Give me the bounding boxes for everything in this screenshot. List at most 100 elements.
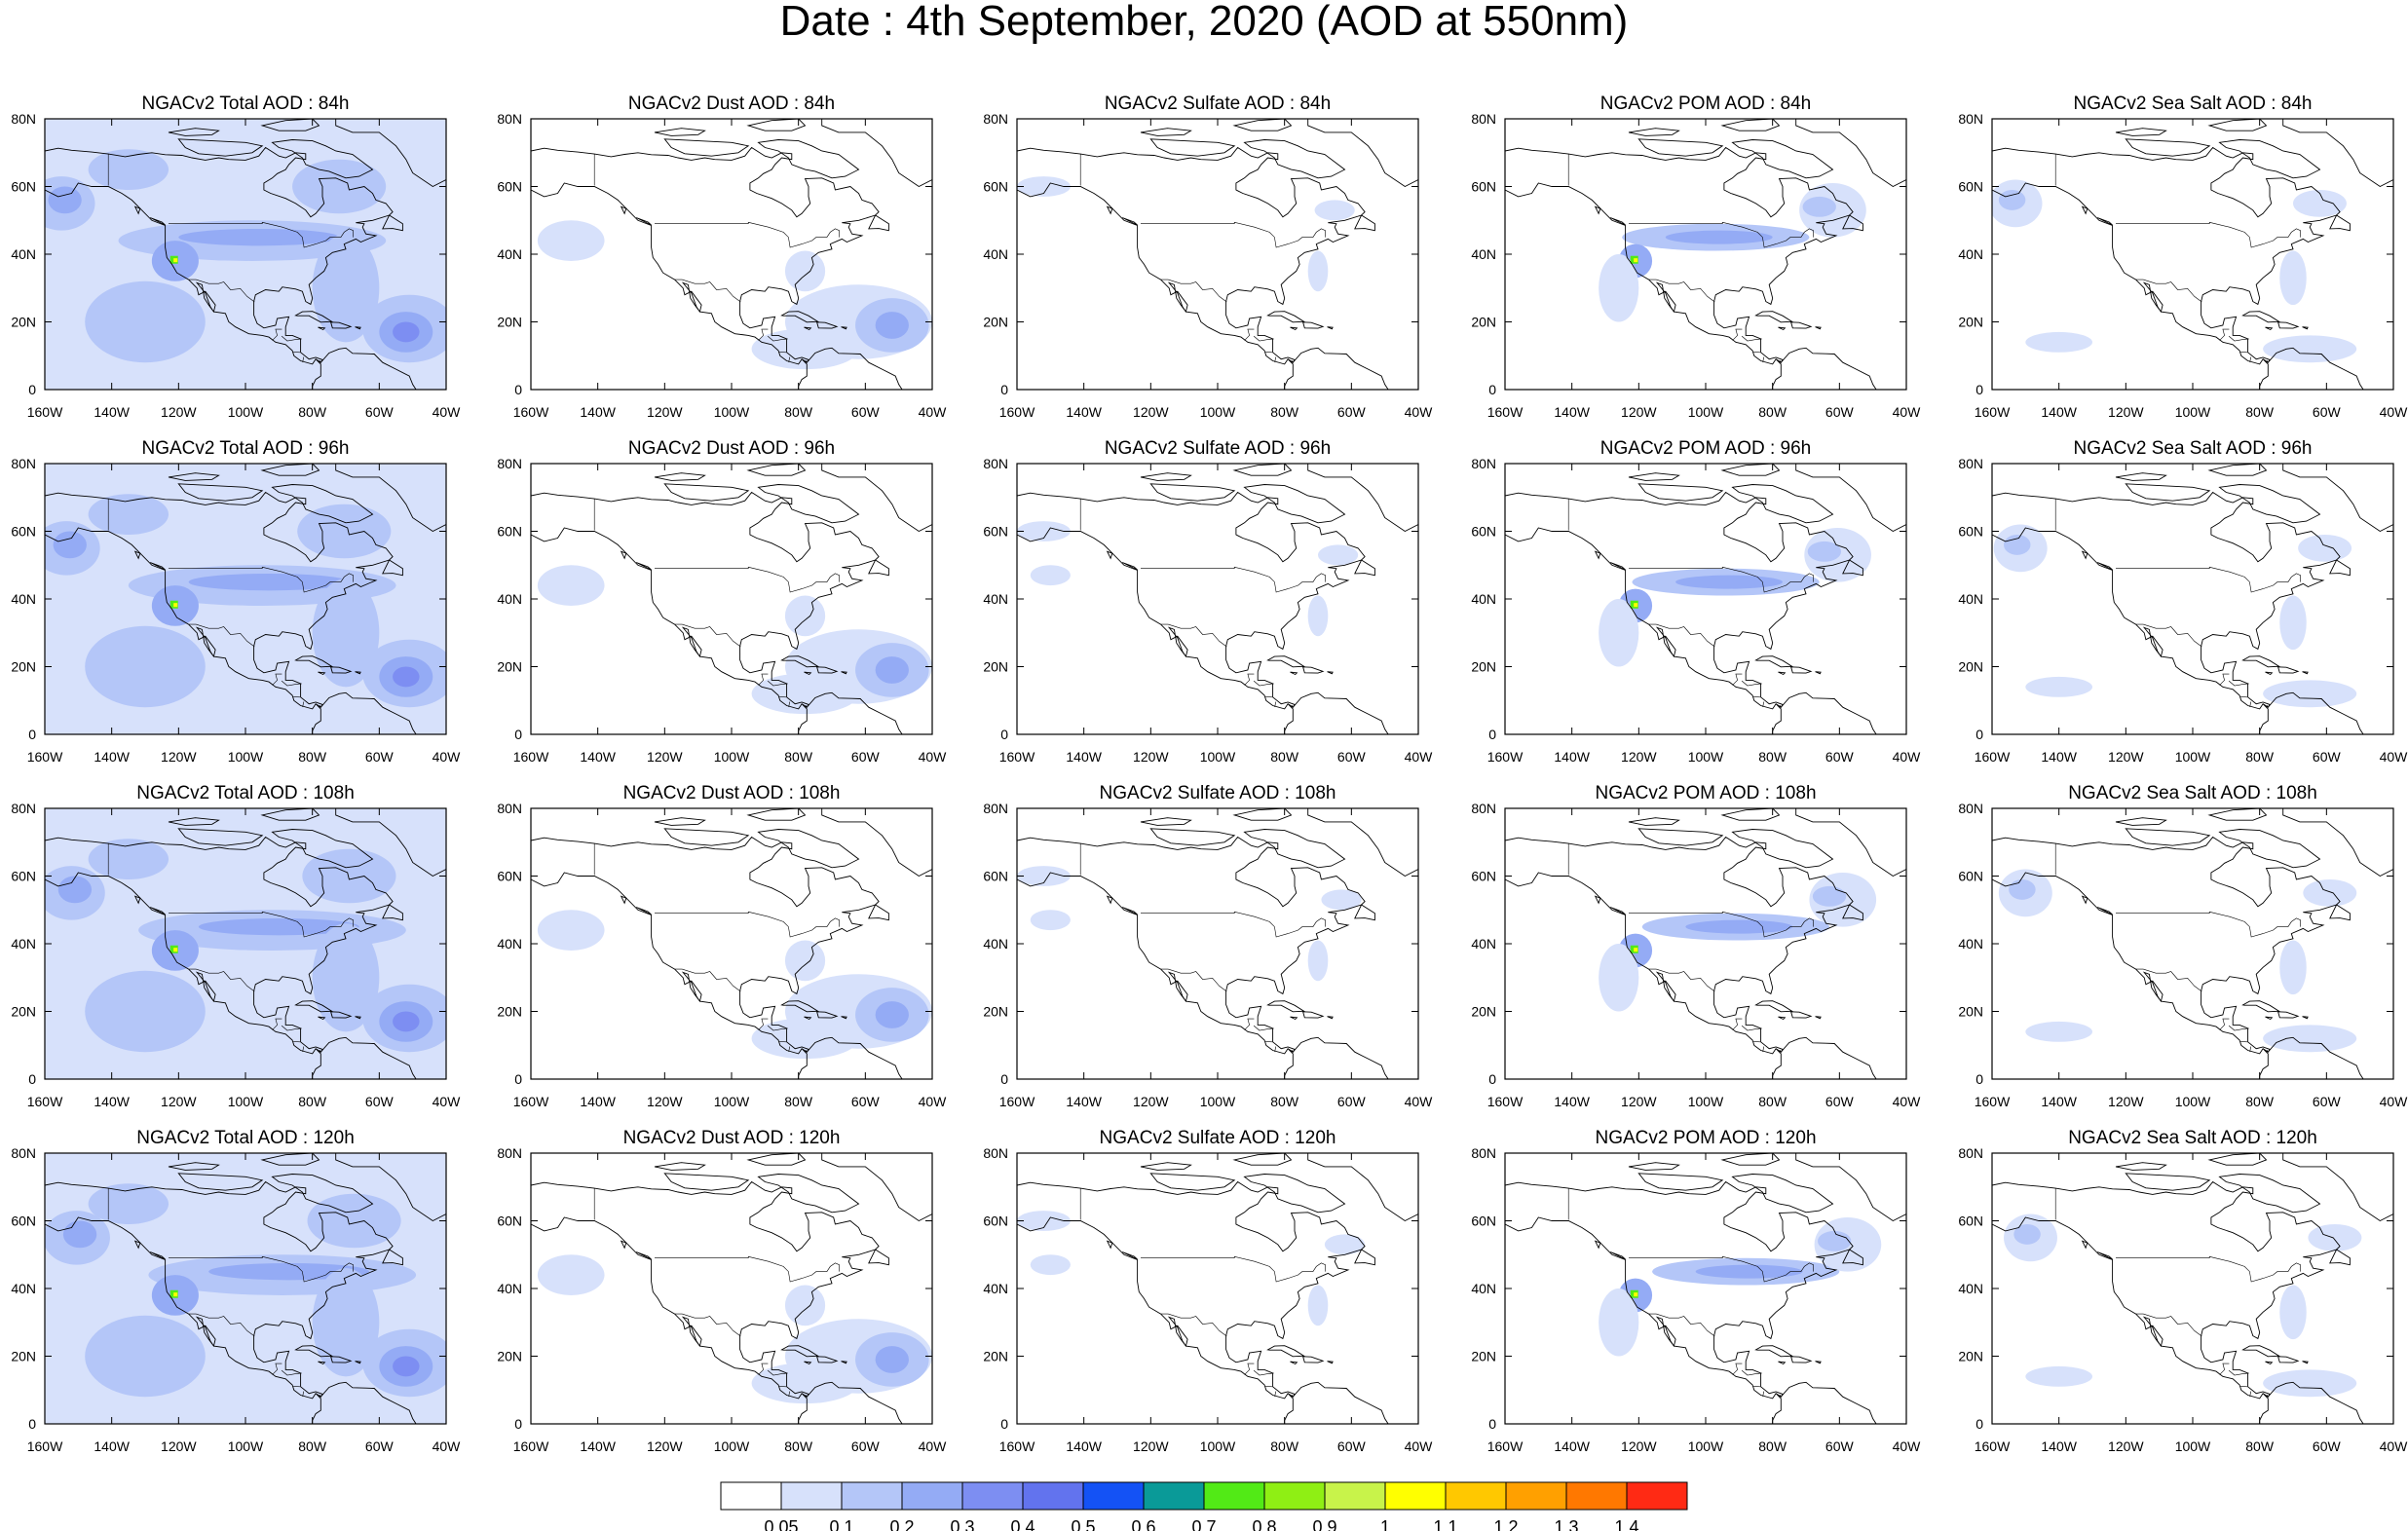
- political-border: [1274, 356, 1276, 362]
- map-panel: NGACv2 POM AOD : 84h 160W 140W 120W 100W 80W 6…: [1471, 93, 1921, 420]
- lon-tick-label: 140W: [580, 1438, 616, 1454]
- aod-shading: [784, 940, 826, 982]
- political-border: [788, 356, 790, 362]
- lon-tick-label: 40W: [2380, 1438, 2408, 1454]
- map-frame: [1016, 1152, 1419, 1425]
- coastline-island: [1628, 817, 1680, 826]
- lon-tick-label: 140W: [2041, 404, 2077, 420]
- coastline-island: [1106, 1240, 1113, 1250]
- coastline-island: [663, 483, 750, 502]
- coastline-island: [318, 1016, 326, 1021]
- lat-tick-label: 0: [514, 1071, 522, 1087]
- lon-tick-label: 120W: [1621, 1438, 1657, 1454]
- coastline-south-america: [2259, 691, 2364, 734]
- political-border: [272, 673, 282, 686]
- lon-tick-label: 80W: [298, 1094, 327, 1109]
- coastline-island: [746, 464, 807, 476]
- political-border: [1741, 680, 1762, 687]
- lat-tick-label: 80N: [11, 456, 36, 471]
- coastline-island: [1140, 1162, 1192, 1171]
- lat-tick-label: 20N: [983, 1004, 1008, 1020]
- lon-tick-label: 140W: [94, 749, 130, 765]
- aod-shading: [1807, 541, 1842, 562]
- lon-tick-label: 160W: [27, 1438, 63, 1454]
- lon-tick-label: 60W: [1337, 749, 1367, 765]
- coastline-island: [2207, 1153, 2268, 1166]
- colorbar: 0.05 0.1 0.2 0.3 0.4 0.5 0.6 0.7 0.8 0.9 1 1.1 1.2 1.…: [720, 1481, 1688, 1531]
- political-border: [805, 1394, 808, 1398]
- coastline-island: [1815, 1016, 1822, 1020]
- coastline-island: [1243, 139, 1346, 179]
- aod-shading: [2025, 331, 2092, 353]
- lon-tick-label: 100W: [714, 404, 750, 420]
- coastline-island: [2115, 128, 2167, 136]
- aod-shading: [1599, 1288, 1639, 1357]
- coastline-island: [1842, 214, 1863, 232]
- lon-tick-label: 100W: [228, 404, 264, 420]
- coastline-island: [133, 1240, 141, 1250]
- panel-title: NGACv2 Total AOD : 108h: [136, 783, 355, 803]
- aod-shading: [2263, 680, 2357, 708]
- coastline-greenland: [2282, 464, 2393, 533]
- coastline-island: [382, 559, 403, 577]
- political-border: [272, 328, 282, 341]
- lon-tick-label: 120W: [1133, 1094, 1169, 1109]
- aod-shading: [57, 876, 93, 904]
- lat-tick-label: 0: [514, 382, 522, 397]
- coastlines: [531, 1153, 932, 1424]
- lon-tick-label: 120W: [1621, 404, 1657, 420]
- coastlines: [1017, 464, 1418, 734]
- coastline-north-america: [1017, 491, 1366, 710]
- lat-tick-label: 0: [28, 382, 36, 397]
- coastline-greenland: [2282, 808, 2393, 878]
- aod-shading: [88, 494, 169, 535]
- coastline-island: [1754, 655, 1794, 668]
- coastline-north-america: [531, 146, 880, 365]
- aod-shading: [312, 234, 380, 343]
- aod-shading: [1321, 889, 1362, 911]
- political-border: [1648, 968, 1715, 992]
- coastline-island: [382, 1249, 403, 1266]
- panel-title: NGACv2 POM AOD : 84h: [1600, 93, 1811, 114]
- panel-title: NGACv2 POM AOD : 120h: [1595, 1128, 1816, 1148]
- political-border: [2135, 623, 2202, 648]
- coastline-south-america: [798, 1036, 903, 1079]
- coastline-island: [1637, 138, 1724, 157]
- lon-tick-label: 140W: [2041, 749, 2077, 765]
- political-border: [272, 1363, 282, 1375]
- lat-tick-label: 0: [514, 1416, 522, 1432]
- political-border: [1732, 673, 1743, 686]
- coastline-island: [2097, 217, 2113, 226]
- lat-tick-label: 60N: [1958, 524, 1983, 540]
- lat-tick-label: 0: [1975, 1416, 1983, 1432]
- political-border: [2266, 1394, 2269, 1398]
- political-border: [1253, 680, 1274, 687]
- coastline-south-america: [312, 347, 417, 390]
- aod-shading: [1802, 196, 1836, 217]
- coastlines: [1017, 119, 1418, 390]
- coastline-greenland: [1795, 464, 1906, 533]
- coastline-island: [177, 828, 264, 846]
- political-border: [2116, 911, 2301, 938]
- lat-tick-label: 40N: [11, 936, 36, 952]
- coastline-greenland: [335, 464, 446, 533]
- coastlines: [1505, 119, 1906, 390]
- map-panel: NGACv2 Sea Salt AOD : 120h 160W 140W 120W 10…: [1958, 1128, 2408, 1454]
- aod-shading: [1675, 575, 1783, 589]
- lat-tick-label: 20N: [983, 659, 1008, 675]
- coastline-island: [1327, 326, 1334, 330]
- aod-shading: [85, 970, 206, 1053]
- coastline-island: [780, 311, 820, 323]
- aod-shading: [393, 321, 420, 343]
- lon-tick-label: 60W: [1825, 404, 1855, 420]
- colorbar-swatch: [901, 1481, 963, 1511]
- lon-tick-label: 40W: [1893, 749, 1922, 765]
- political-border: [1291, 1394, 1294, 1398]
- coastline-north-america: [45, 146, 394, 365]
- coastline-island: [318, 1361, 326, 1365]
- panel-title: NGACv2 Total AOD : 84h: [142, 93, 350, 114]
- coastline-island: [1731, 484, 1834, 524]
- aod-shading: [2279, 1285, 2307, 1340]
- aod-shading: [2303, 878, 2357, 907]
- colorbar-swatch: [1203, 1481, 1265, 1511]
